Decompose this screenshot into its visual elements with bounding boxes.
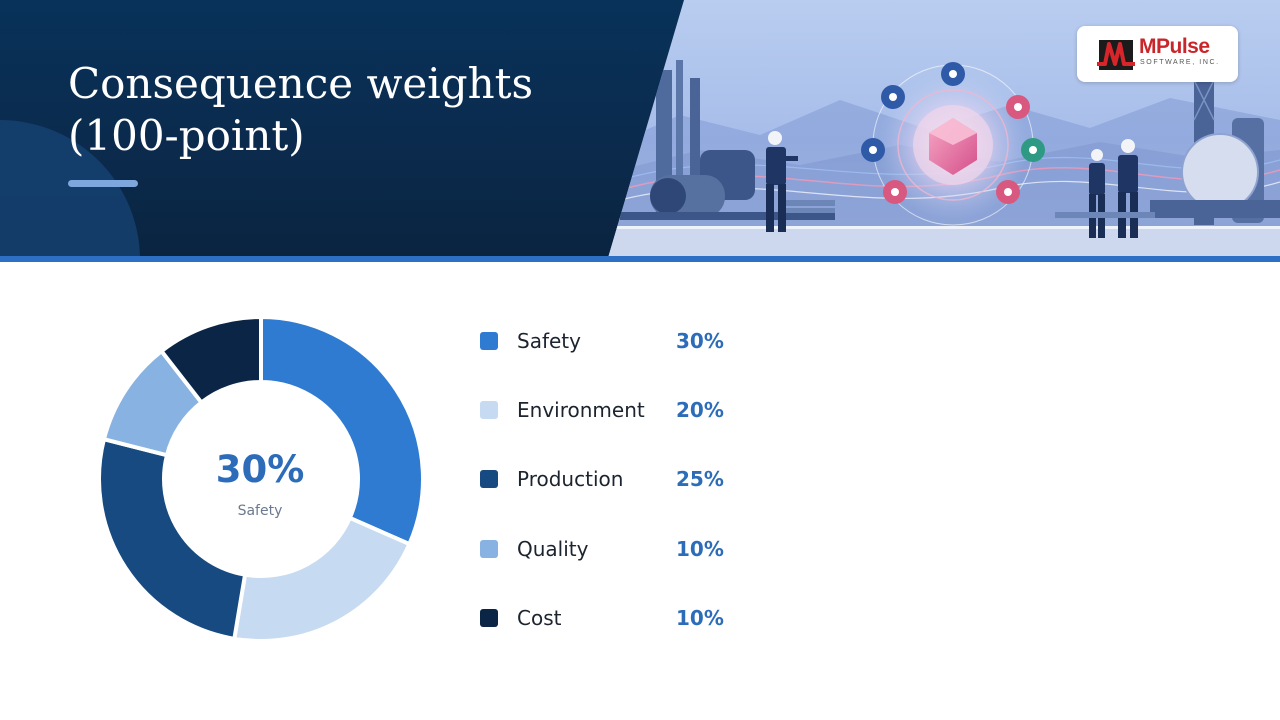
- legend-item-safety: Safety 30%: [480, 326, 740, 356]
- legend-value-quality: 10%: [676, 537, 724, 561]
- donut-slice-cost: [159, 315, 263, 405]
- donut-slice-production: [97, 437, 248, 641]
- legend-value-environment: 20%: [676, 398, 724, 422]
- legend-label-cost: Cost: [517, 606, 562, 630]
- logo-tagline: SOFTWARE, INC.: [1140, 59, 1220, 66]
- donut-slice-environment: [232, 515, 412, 643]
- logo-name: MPulse: [1139, 35, 1210, 58]
- company-logo: MPulse SOFTWARE, INC.: [1077, 26, 1238, 82]
- legend-label-production: Production: [517, 467, 624, 491]
- legend-item-cost: Cost 10%: [480, 603, 740, 633]
- legend-swatch-quality: [480, 540, 498, 558]
- slide-title: Consequence weights (100-point): [68, 59, 534, 160]
- legend-value-safety: 30%: [676, 329, 724, 353]
- legend-label-quality: Quality: [517, 537, 589, 561]
- mpulse-logo-icon: [1097, 40, 1135, 70]
- legend-label-environment: Environment: [517, 398, 645, 422]
- legend-item-environment: Environment 20%: [480, 395, 740, 425]
- legend-swatch-production: [480, 470, 498, 488]
- legend-item-quality: Quality 10%: [480, 534, 740, 564]
- legend-value-production: 25%: [676, 467, 724, 491]
- header: Consequence weights (100-point) MPulse S…: [0, 0, 1280, 262]
- header-divider: [0, 256, 1280, 262]
- legend-swatch-environment: [480, 401, 498, 419]
- legend-label-safety: Safety: [517, 329, 581, 353]
- donut-center-label: Safety: [237, 503, 283, 519]
- industrial-hero-illustration: [608, 0, 1280, 258]
- consequence-weights-donut-chart: [97, 315, 425, 643]
- legend-swatch-cost: [480, 609, 498, 627]
- legend-value-cost: 10%: [676, 606, 724, 630]
- donut-center-value: 30%: [215, 448, 305, 491]
- title-accent-bar: [68, 180, 138, 187]
- donut-slice-safety: [259, 315, 425, 547]
- legend-item-production: Production 25%: [480, 464, 740, 494]
- legend-swatch-safety: [480, 332, 498, 350]
